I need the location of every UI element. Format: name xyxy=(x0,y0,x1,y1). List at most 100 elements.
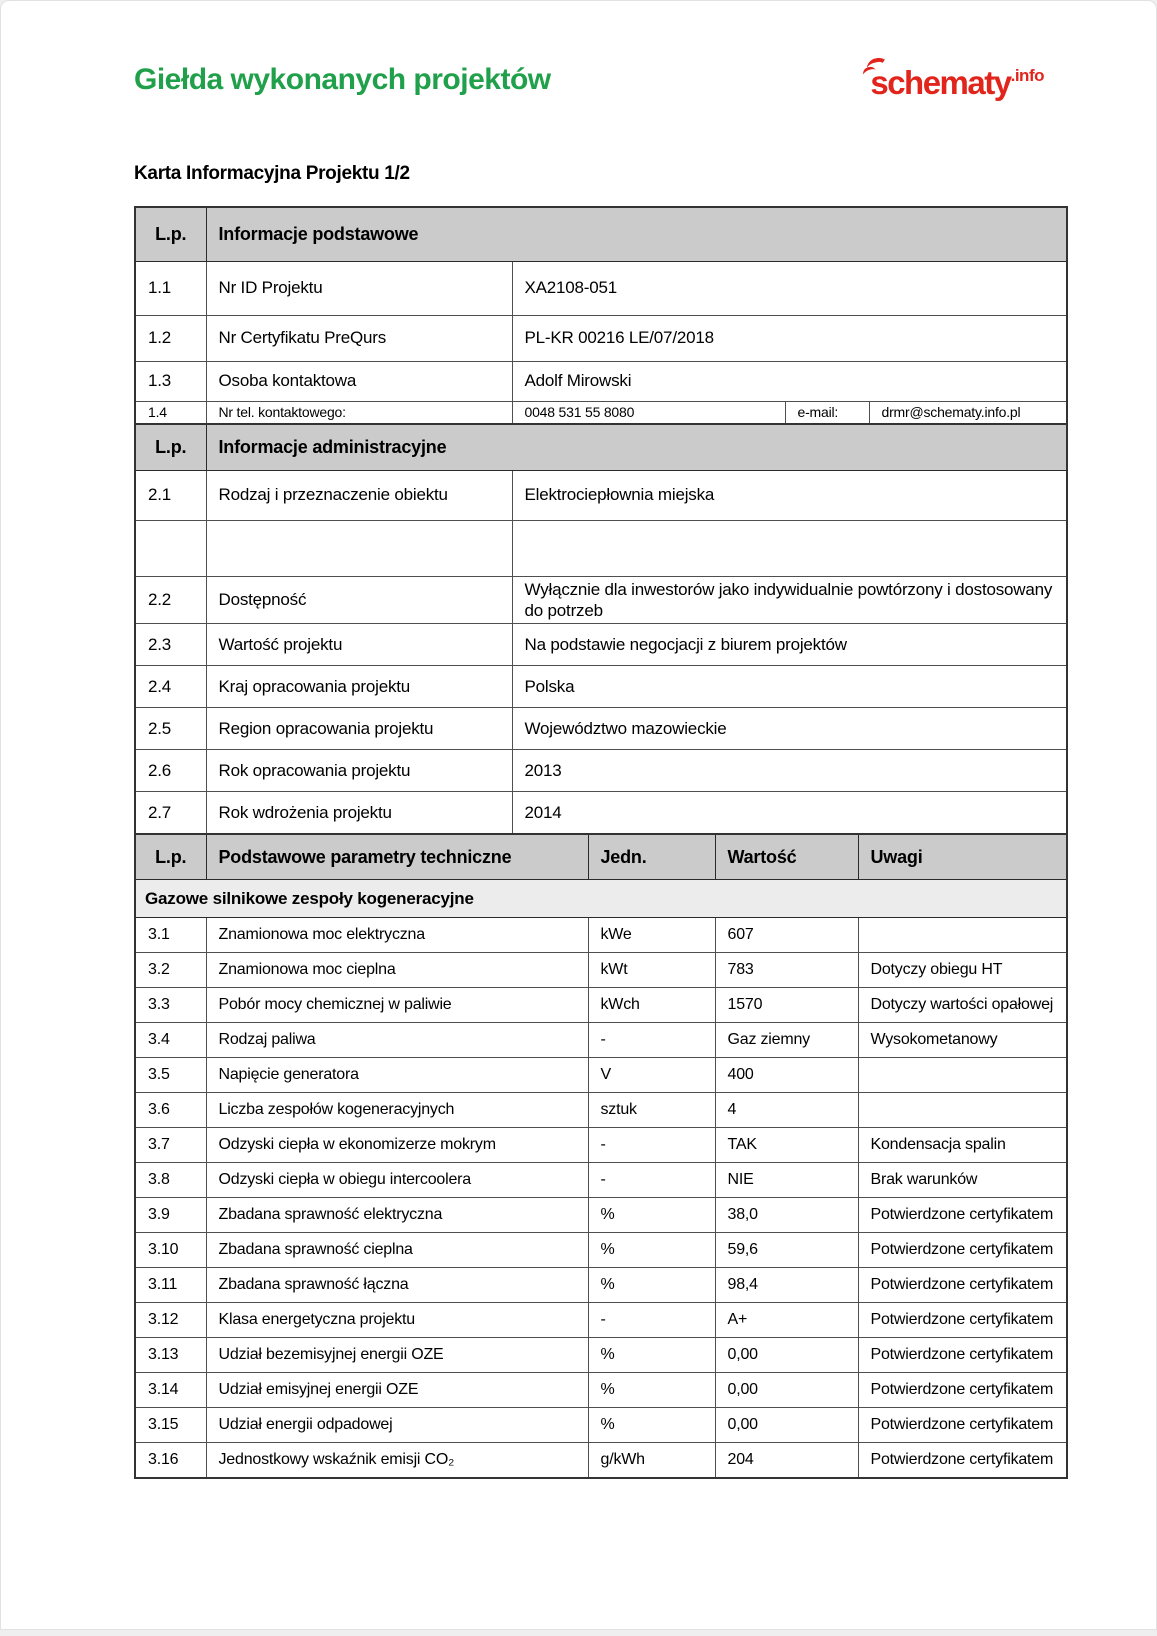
notes-cell: Potwierdzone certyfikatem xyxy=(857,1337,1068,1373)
table-row: 3.10 Zbadana sprawność cieplna% 59,6 Potwie… xyxy=(134,1232,1068,1268)
unit-cell: - xyxy=(587,1162,716,1198)
value-cell: 98,4 xyxy=(714,1267,859,1303)
unit-cell: kWch xyxy=(587,987,716,1023)
table-row: 3.7 Odzyski ciepła w ekonomizerze mokrym -… xyxy=(134,1127,1068,1163)
subsection-row: Gazowe silnikowe zespoły kogeneracyjne xyxy=(134,879,1068,918)
value-cell: 204 xyxy=(714,1442,859,1478)
parameter-cell: Odzyski ciepła w obiegu intercoolera xyxy=(205,1162,589,1198)
table-row: 2.5 Region opracowania projektu Województw… xyxy=(134,707,1068,750)
label-cell: Rok opracowania projektu xyxy=(205,749,513,792)
table-row: 2.6 Rok opracowania projektu 2013 xyxy=(134,749,1068,792)
notes-cell: Potwierdzone certyfikatem xyxy=(857,1302,1068,1338)
page-title: Giełda wykonanych projektów xyxy=(134,63,551,96)
lp-cell: 3.12 xyxy=(134,1302,207,1338)
lp-cell: 2.1 xyxy=(134,469,207,521)
notes-cell: Potwierdzone certyfikatem xyxy=(857,1197,1068,1233)
table-row: 1.2 Nr Certyfikatu PreQurs PL-KR 00216 LE/… xyxy=(134,314,1068,362)
value-cell: A+ xyxy=(714,1302,859,1338)
lp-cell xyxy=(134,519,207,577)
value-cell: PL-KR 00216 LE/07/2018 xyxy=(511,314,1068,362)
notes-cell: Dotyczy wartości opałowej xyxy=(857,987,1068,1023)
table-row: 3.12 Klasa energetyczna projektu - A+ Potwie… xyxy=(134,1302,1068,1338)
lp-cell: 3.2 xyxy=(134,952,207,988)
unit-cell: % xyxy=(587,1337,716,1373)
lp-cell: 3.8 xyxy=(134,1162,207,1198)
section-header-row: L.p. Informacje podstawowe xyxy=(134,206,1068,262)
lp-cell: 3.11 xyxy=(134,1267,207,1303)
lp-cell: 2.4 xyxy=(134,665,207,708)
parameter-cell: Udział energii odpadowej xyxy=(205,1407,589,1443)
email-label-cell: e-mail: xyxy=(784,400,870,425)
unit-cell: kWe xyxy=(587,917,716,953)
value-cell: 0,00 xyxy=(714,1372,859,1408)
label-cell: Osoba kontaktowa xyxy=(205,360,513,402)
section-table-2: L.p. Informacje administracyjne 2.1 Rodzaj … xyxy=(134,423,1069,835)
lp-header-cell: L.p. xyxy=(134,833,207,880)
parameter-cell: Rodzaj paliwa xyxy=(205,1022,589,1058)
unit-cell: g/kWh xyxy=(587,1442,716,1478)
notes-cell: Brak warunków xyxy=(857,1162,1068,1198)
lp-cell: 2.5 xyxy=(134,707,207,750)
email-value-cell: drmr@schematy.info.pl xyxy=(868,400,1068,425)
lp-cell: 2.6 xyxy=(134,749,207,792)
section-title-cell: Informacje podstawowe xyxy=(205,206,1068,262)
table-row: 3.13 Udział bezemisyjnej energii OZE% 0,00… xyxy=(134,1337,1068,1373)
label-cell: Region opracowania projektu xyxy=(205,707,513,750)
label-cell: Rodzaj i przeznaczenie obiektu xyxy=(205,469,513,521)
notes-cell xyxy=(857,1057,1068,1093)
table-row: 2.1 Rodzaj i przeznaczenie obiektu Elektro… xyxy=(134,469,1068,521)
value-header-cell: Wartość xyxy=(714,833,859,880)
section-header-row: L.p. Informacje administracyjne xyxy=(134,423,1068,471)
value-cell: 38,0 xyxy=(714,1197,859,1233)
label-cell: Kraj opracowania projektu xyxy=(205,665,513,708)
label-cell: Dostępność xyxy=(205,575,513,624)
value-cell: 0,00 xyxy=(714,1407,859,1443)
parameter-cell: Znamionowa moc elektryczna xyxy=(205,917,589,953)
label-cell: Rok wdrożenia projektu xyxy=(205,791,513,834)
notes-cell: Potwierdzone certyfikatem xyxy=(857,1442,1068,1478)
table-row: 3.16 Jednostkowy wskaźnik emisji CO₂ g/kWh… xyxy=(134,1442,1068,1478)
section-title-cell: Podstawowe parametry techniczne xyxy=(205,833,589,880)
logo-suffix-text: .info xyxy=(1010,66,1045,85)
value-cell: 400 xyxy=(714,1057,859,1093)
lp-cell: 3.15 xyxy=(134,1407,207,1443)
parameter-cell: Pobór mocy chemicznej w paliwie xyxy=(205,987,589,1023)
unit-cell: kWt xyxy=(587,952,716,988)
unit-cell: - xyxy=(587,1302,716,1338)
lp-cell: 3.5 xyxy=(134,1057,207,1093)
value-cell: Elektrociepłownia miejska xyxy=(511,469,1068,521)
tables-container: L.p. Informacje podstawowe 1.1 Nr ID Projek… xyxy=(134,206,1069,1479)
parameter-cell: Odzyski ciepła w ekonomizerze mokrym xyxy=(205,1127,589,1163)
table-row: 3.9 Zbadana sprawność elektryczna% 38,0 Pot… xyxy=(134,1197,1068,1233)
lp-cell: 3.6 xyxy=(134,1092,207,1128)
notes-cell: Kondensacja spalin xyxy=(857,1127,1068,1163)
unit-cell: % xyxy=(587,1197,716,1233)
unit-cell: % xyxy=(587,1372,716,1408)
unit-cell: % xyxy=(587,1267,716,1303)
unit-cell: % xyxy=(587,1407,716,1443)
table-row: 3.5 Napięcie generatora V 400 xyxy=(134,1057,1068,1093)
lp-cell: 3.13 xyxy=(134,1337,207,1373)
lp-cell: 1.3 xyxy=(134,360,207,402)
table-row: 3.6 Liczba zespołów kogeneracyjnych sztuk 4 xyxy=(134,1092,1068,1128)
parameter-cell: Liczba zespołów kogeneracyjnych xyxy=(205,1092,589,1128)
unit-cell: % xyxy=(587,1232,716,1268)
table-row: 2.2 Dostępność Wyłącznie dla inwestorów ja… xyxy=(134,575,1068,624)
value-cell: 59,6 xyxy=(714,1232,859,1268)
parameter-cell: Jednostkowy wskaźnik emisji CO₂ xyxy=(205,1442,589,1478)
value-cell: 607 xyxy=(714,917,859,953)
lp-header-cell: L.p. xyxy=(134,206,207,262)
table-row: 1.4 Nr tel. kontaktowego: 0048 531 55 8080… xyxy=(134,400,1068,425)
schematy-logo: schematy.info xyxy=(861,56,1045,102)
table-row: 3.8 Odzyski ciepła w obiegu intercoolera -… xyxy=(134,1162,1068,1198)
parameter-cell: Udział emisyjnej energii OZE xyxy=(205,1372,589,1408)
unit-cell: V xyxy=(587,1057,716,1093)
parameter-cell: Znamionowa moc cieplna xyxy=(205,952,589,988)
lp-cell: 2.7 xyxy=(134,791,207,834)
lp-cell: 1.2 xyxy=(134,314,207,362)
value-cell: TAK xyxy=(714,1127,859,1163)
value-cell: Adolf Mirowski xyxy=(511,360,1068,402)
value-cell: Województwo mazowieckie xyxy=(511,707,1068,750)
notes-cell: Potwierdzone certyfikatem xyxy=(857,1267,1068,1303)
